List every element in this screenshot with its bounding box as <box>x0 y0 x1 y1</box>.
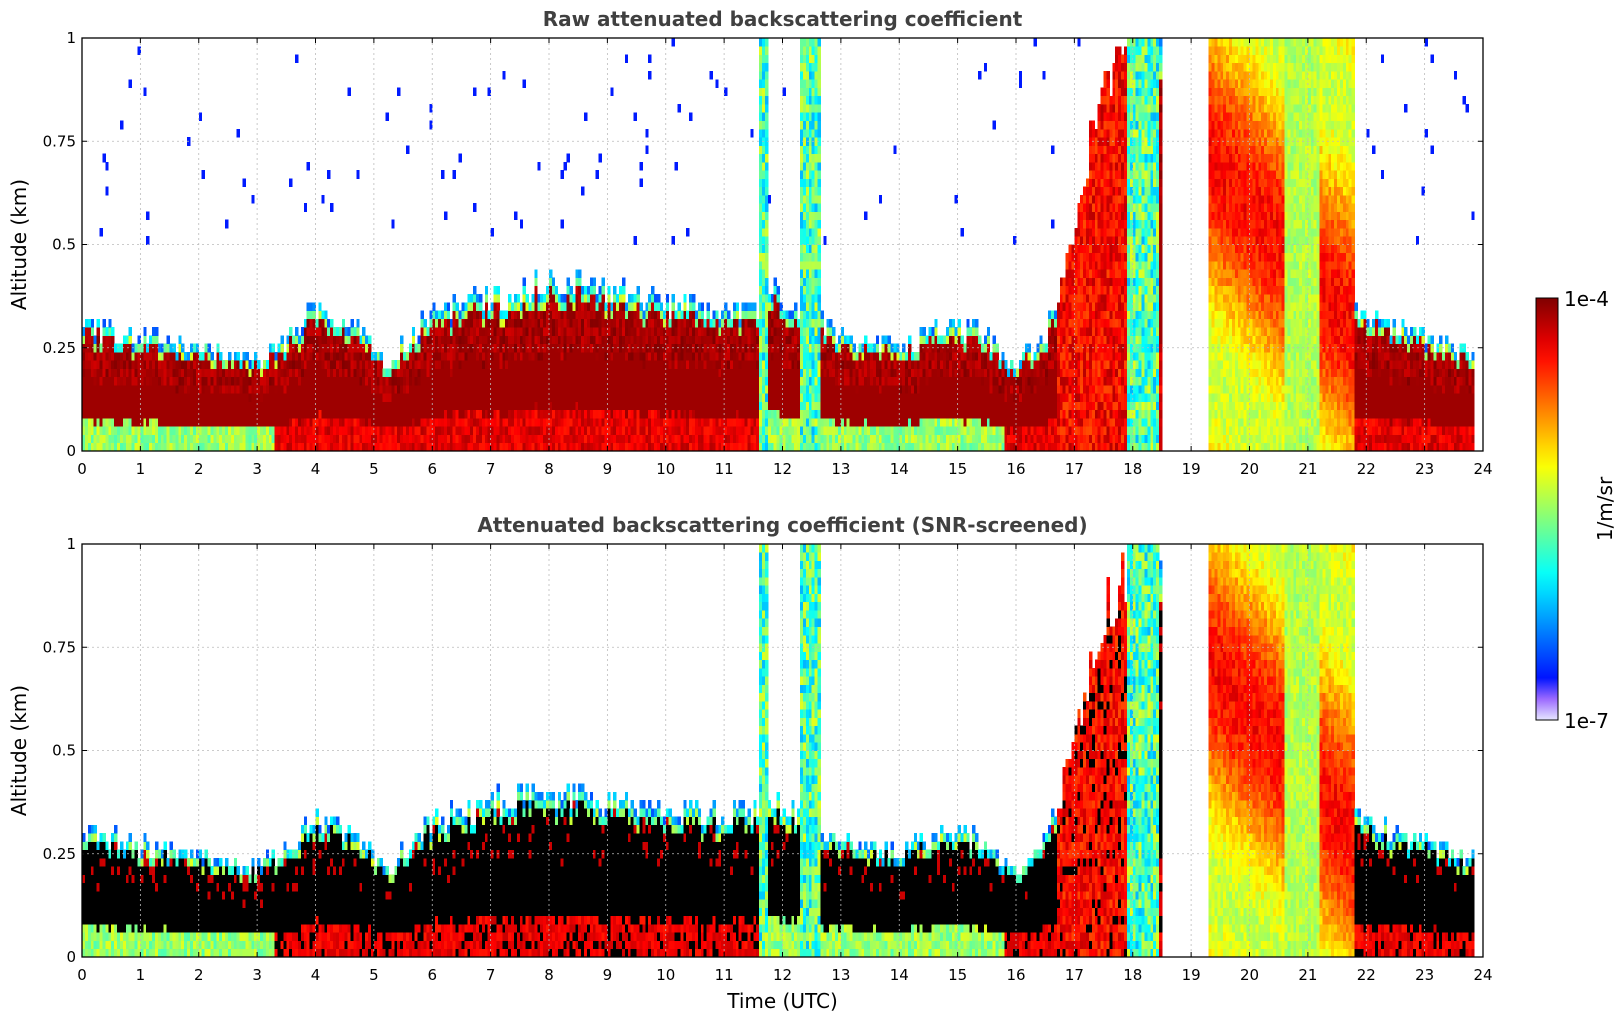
y-tick-label: 1 <box>66 29 76 47</box>
x-tick-label: 5 <box>369 460 379 478</box>
x-tick-label: 22 <box>1357 460 1376 478</box>
x-tick-label: 14 <box>890 460 909 478</box>
x-tick-label: 7 <box>486 966 496 984</box>
y-tick-label: 0.5 <box>52 742 76 760</box>
x-tick-label: 22 <box>1357 966 1376 984</box>
x-tick-label: 23 <box>1415 460 1434 478</box>
x-tick-label: 9 <box>603 460 613 478</box>
x-tick-label: 5 <box>369 966 379 984</box>
x-tick-label: 12 <box>773 460 792 478</box>
y-tick-label: 0.25 <box>43 339 76 357</box>
x-tick-label: 11 <box>715 460 734 478</box>
x-tick-label: 12 <box>773 966 792 984</box>
screened-backscatter-panel: 0 1 2 3 4 5 6 7 8 9 10 11 12 13 14 15 16 17 18 19 20 21 22 23 24… <box>7 513 1493 1013</box>
x-tick-label: 1 <box>136 966 146 984</box>
colorbar-max-label: 1e-4 <box>1564 287 1609 311</box>
x-tick-label: 17 <box>1065 966 1084 984</box>
x-tick-label: 10 <box>656 460 675 478</box>
x-tick-label: 15 <box>948 966 967 984</box>
backscatter-field <box>82 544 1475 957</box>
panel-title: Raw attenuated backscattering coefficien… <box>543 7 1023 31</box>
y-tick-label: 0.25 <box>43 845 76 863</box>
x-tick-label: 24 <box>1473 460 1492 478</box>
x-tick-label: 13 <box>831 460 850 478</box>
x-tick-label: 18 <box>1123 460 1142 478</box>
x-tick-label: 17 <box>1065 460 1084 478</box>
x-tick-label: 6 <box>427 460 437 478</box>
y-tick-label: 0.75 <box>43 132 76 150</box>
x-tick-label: 24 <box>1473 966 1492 984</box>
x-tick-label: 4 <box>311 460 321 478</box>
x-axis-label: Time (UTC) <box>726 989 838 1013</box>
colorbar-gradient <box>1535 297 1559 721</box>
x-tick-label: 9 <box>603 966 613 984</box>
x-tick-label: 18 <box>1123 966 1142 984</box>
x-tick-label: 16 <box>1006 966 1025 984</box>
x-tick-label: 19 <box>1182 460 1201 478</box>
x-tick-label: 2 <box>194 966 204 984</box>
x-tick-label: 8 <box>544 966 554 984</box>
x-tick-label: 6 <box>427 966 437 984</box>
x-tick-label: 21 <box>1298 460 1317 478</box>
x-tick-label: 11 <box>715 966 734 984</box>
grid <box>82 38 1483 451</box>
x-tick-label: 19 <box>1182 966 1201 984</box>
x-tick-label: 2 <box>194 460 204 478</box>
x-tick-label: 23 <box>1415 966 1434 984</box>
x-tick-label: 21 <box>1298 966 1317 984</box>
x-tick-label: 8 <box>544 460 554 478</box>
x-tick-label: 10 <box>656 966 675 984</box>
y-axis-label: Altitude (km) <box>7 685 31 816</box>
x-tick-label: 13 <box>831 966 850 984</box>
colorbar: 1e-4 1e-7 1/m/sr <box>1535 287 1617 733</box>
x-tick-label: 20 <box>1240 966 1259 984</box>
x-tick-label: 0 <box>77 966 87 984</box>
y-tick-label: 0 <box>66 442 76 460</box>
y-tick-label: 1 <box>66 535 76 553</box>
y-tick-label: 0.5 <box>52 236 76 254</box>
colorbar-unit-label: 1/m/sr <box>1593 476 1617 541</box>
x-tick-label: 20 <box>1240 460 1259 478</box>
x-tick-label: 4 <box>311 966 321 984</box>
x-tick-label: 15 <box>948 460 967 478</box>
x-tick-label: 3 <box>252 966 262 984</box>
x-tick-label: 16 <box>1006 460 1025 478</box>
x-tick-label: 0 <box>77 460 87 478</box>
colorbar-min-label: 1e-7 <box>1564 709 1609 733</box>
grid <box>82 544 1483 957</box>
panel-title: Attenuated backscattering coefficient (S… <box>477 513 1087 537</box>
y-tick-label: 0 <box>66 948 76 966</box>
x-tick-label: 1 <box>136 460 146 478</box>
raw-backscatter-panel: 0 1 2 3 4 5 6 7 8 9 10 11 12 13 14 15 16 17 18 19 20 21 22 23 24… <box>7 7 1493 478</box>
x-tick-label: 7 <box>486 460 496 478</box>
x-tick-label: 14 <box>890 966 909 984</box>
y-axis-label: Altitude (km) <box>7 179 31 310</box>
y-tick-label: 0.75 <box>43 638 76 656</box>
x-tick-label: 3 <box>252 460 262 478</box>
